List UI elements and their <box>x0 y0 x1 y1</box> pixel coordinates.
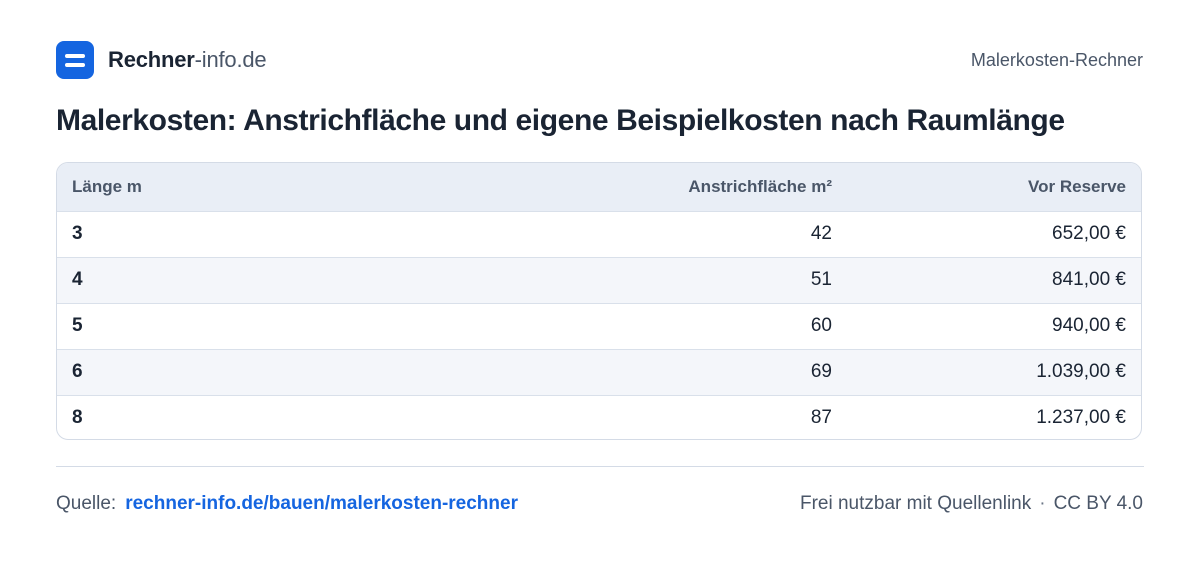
cell-length: 6 <box>72 361 83 382</box>
source-link[interactable]: rechner-info.de/bauen/malerkosten-rechne… <box>125 493 518 514</box>
brand-name: Rechner-info.de <box>108 47 267 73</box>
table-row: 5 60 940,00 € <box>57 303 1141 349</box>
cell-area: 69 <box>810 361 832 382</box>
cell-area: 42 <box>810 223 832 244</box>
table-row: 6 69 1.039,00 € <box>57 349 1141 395</box>
column-header-length: Länge m <box>72 176 142 196</box>
tool-name: Malerkosten-Rechner <box>970 49 1143 70</box>
cell-cost: 1.039,00 € <box>1036 361 1126 382</box>
table-row: 4 51 841,00 € <box>57 257 1141 303</box>
source-label: Quelle: <box>56 493 117 514</box>
license: Frei nutzbar mit Quellenlink · CC BY 4.0 <box>800 493 1143 515</box>
site-header: Rechner-info.de Malerkosten-Rechner <box>56 40 1143 80</box>
table-row: 3 42 652,00 € <box>57 211 1141 257</box>
cell-area: 51 <box>810 269 832 290</box>
cell-length: 4 <box>72 269 83 290</box>
table-row: 8 87 1.237,00 € <box>57 395 1141 439</box>
source: Quelle: rechner-info.de/bauen/malerkoste… <box>56 493 518 515</box>
license-text: Frei nutzbar mit Quellenlink <box>799 493 1032 514</box>
rechner-logo-icon <box>56 41 94 79</box>
cell-area: 60 <box>810 315 832 336</box>
column-header-area: Anstrichfläche m² <box>688 176 832 196</box>
license-name: CC BY 4.0 <box>1053 493 1143 514</box>
brand-name-strong: Rechner <box>108 47 195 72</box>
cell-length: 5 <box>72 315 83 336</box>
cell-area: 87 <box>810 407 832 429</box>
brand-logo-link[interactable]: Rechner-info.de <box>56 41 267 79</box>
page-title: Malerkosten: Anstrichfläche und eigene B… <box>56 104 1065 137</box>
brand-name-light: -info.de <box>194 47 267 72</box>
license-separator: · <box>1039 493 1046 514</box>
cell-cost: 1.237,00 € <box>1036 407 1126 429</box>
footer: Quelle: rechner-info.de/bauen/malerkoste… <box>56 490 1143 518</box>
cell-length: 8 <box>72 407 83 429</box>
cell-cost: 652,00 € <box>1052 223 1126 244</box>
column-header-cost: Vor Reserve <box>1028 176 1126 196</box>
table-header-row: Länge m Anstrichfläche m² Vor Reserve <box>57 163 1141 211</box>
cost-table: Länge m Anstrichfläche m² Vor Reserve 3 … <box>56 162 1142 440</box>
cell-length: 3 <box>72 223 83 244</box>
footer-divider <box>56 466 1144 467</box>
cell-cost: 841,00 € <box>1052 269 1126 290</box>
cell-cost: 940,00 € <box>1052 315 1126 336</box>
